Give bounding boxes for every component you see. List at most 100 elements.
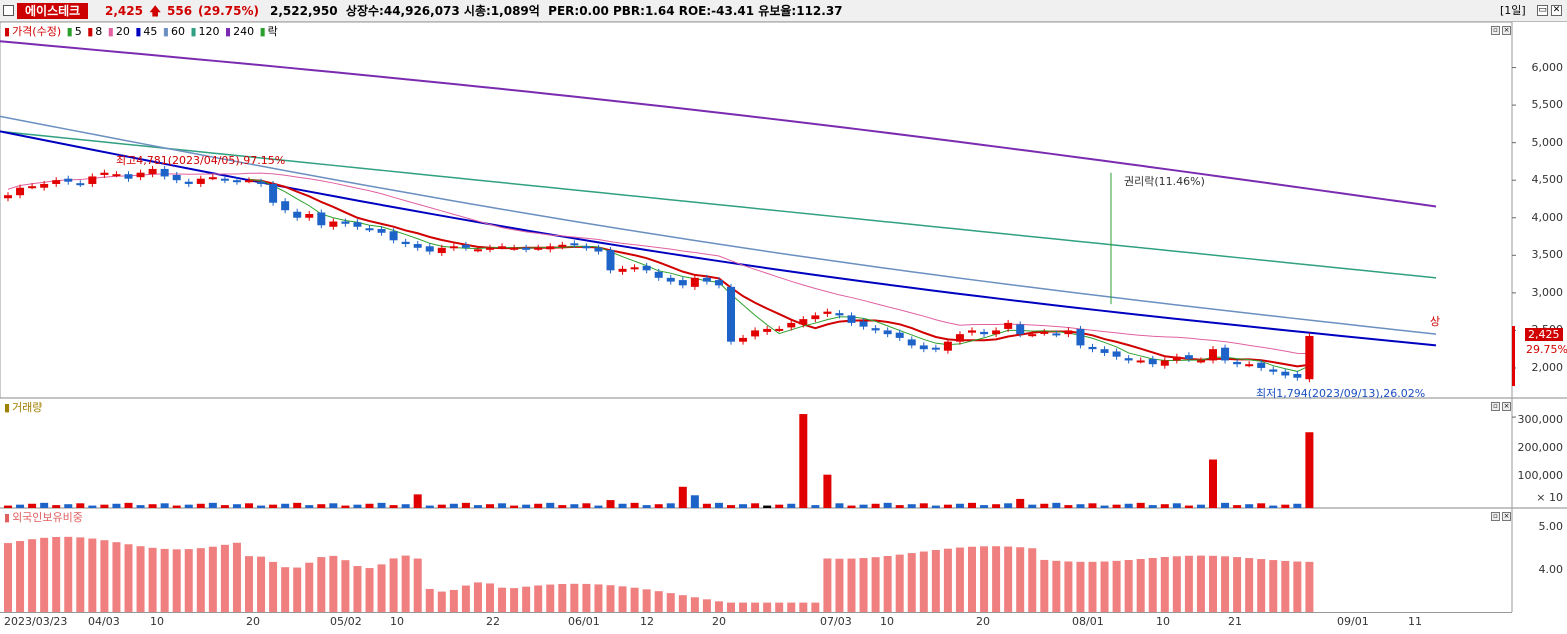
foreign-ratio-bar [1076, 561, 1085, 612]
foreign-ratio-bar [449, 589, 458, 612]
stock-name[interactable]: 에이스테크 [17, 3, 89, 19]
candle-body [353, 222, 362, 227]
foreign-ratio-bar [1136, 558, 1145, 612]
price-tick: 6,000 [1531, 60, 1564, 74]
candle-body [1028, 334, 1037, 337]
foreign-ratio-bar [52, 536, 61, 612]
x-tick-label: 05/02 [330, 615, 362, 628]
foreign-ratio-bar [40, 537, 49, 612]
candle-body [666, 277, 675, 282]
candle-body [1004, 322, 1013, 329]
volume-bar [1281, 504, 1290, 508]
volume-bar [64, 504, 73, 508]
volume-bar [642, 505, 651, 508]
period-label[interactable]: [1일] [1500, 4, 1526, 17]
volume-bar [943, 504, 952, 508]
foreign-ratio-bar [1064, 561, 1073, 612]
foreign-ratio-bar [883, 556, 892, 612]
vol-tick: 300,000 [1517, 413, 1564, 426]
volume-bar [1172, 503, 1181, 508]
volume-bar [1136, 502, 1145, 508]
candle-body [582, 246, 591, 249]
candle-body [1233, 361, 1242, 365]
candle-body [931, 347, 940, 350]
volume-bar [449, 503, 458, 508]
panel-close-icon[interactable]: × [1502, 512, 1511, 521]
price-badge: 2,425 [1525, 328, 1563, 341]
volume-bar [654, 504, 663, 508]
candle-body [425, 246, 434, 252]
foreign-ratio-bar [835, 558, 844, 612]
maximize-icon[interactable]: ▭ [1537, 5, 1548, 16]
panel-minimize-icon[interactable]: ▫ [1491, 402, 1500, 411]
foreign-ratio-bar [618, 586, 627, 612]
foreign-ratio-bar [1160, 557, 1169, 612]
foreign-ratio-bar [823, 558, 832, 612]
candle-body [1112, 351, 1121, 357]
foreign-ratio-bar [534, 585, 543, 612]
foreign-ratio-bar [799, 602, 808, 612]
volume-bar [208, 502, 217, 508]
candle-body [40, 183, 49, 188]
volume-bar [184, 504, 193, 508]
legend-ma45: 45 [143, 25, 158, 38]
price-legend: ▮ 가격(수정) ▮ 5 ▮ 8 ▮ 20 ▮ 45 ▮ 60 ▮ 120 ▮ 240 ▮ 락 [4, 25, 278, 38]
candle-body [1064, 330, 1073, 335]
foreign-ratio-bar [329, 555, 338, 612]
up-arrow-icon: 🡅 [149, 4, 162, 18]
volume-bar [534, 503, 543, 508]
vol-unit: × 10 [1536, 491, 1563, 504]
volume-bar [365, 503, 374, 508]
volume-bar [88, 505, 97, 508]
candle-body [486, 247, 494, 250]
foreign-ratio-bar [859, 558, 868, 612]
x-tick-label: 08/01 [1072, 615, 1104, 628]
candle-body [811, 315, 820, 320]
volume-bar [353, 504, 362, 508]
foreign-ratio-bar [630, 587, 639, 612]
foreign-ratio-bar [919, 551, 928, 612]
foreign-ratio-bar [208, 546, 217, 612]
candle-body [473, 249, 482, 252]
candle-body [955, 334, 964, 342]
foreign-tick: 4.00 [1538, 563, 1564, 576]
candle-body [1100, 349, 1109, 353]
candle-body [859, 321, 868, 327]
candle-body [160, 168, 169, 177]
foreign-ratio-bar [968, 546, 976, 612]
foreign-ratio-bar [727, 602, 735, 612]
x-tick-label: 10 [390, 615, 404, 628]
candle-body [630, 267, 639, 270]
close-icon[interactable]: ✕ [1551, 5, 1562, 16]
foreign-ratio-bar [1052, 560, 1061, 612]
foreign-ratio-bar [1004, 546, 1013, 612]
volume-bar [473, 505, 482, 508]
foreign-ratio-bar [245, 556, 253, 612]
foreign-ratio-bar [1233, 557, 1242, 612]
candle-body [823, 311, 832, 314]
ma45-line [0, 130, 1437, 347]
x-tick-label: 04/03 [88, 615, 120, 628]
price-change-pct: (29.75%) [198, 4, 259, 18]
volume-bar [895, 505, 904, 508]
panel-close-icon[interactable]: × [1502, 402, 1511, 411]
panel-close-icon[interactable]: × [1502, 26, 1511, 35]
last-candle [1305, 336, 1314, 378]
foreign-ratio-bar [1112, 560, 1121, 612]
foreign-ratio-bar [1209, 555, 1217, 612]
panel-minimize-icon[interactable]: ▫ [1491, 26, 1500, 35]
panel-minimize-icon[interactable]: ▫ [1491, 512, 1500, 521]
volume-bar [510, 505, 519, 508]
foreign-ratio-bar [690, 597, 699, 612]
ma60-line [0, 115, 1437, 335]
price-chart[interactable] [0, 22, 1567, 634]
volume-bar [1100, 505, 1109, 508]
foreign-ratio-bar [1245, 558, 1254, 612]
checkbox[interactable] [3, 5, 14, 16]
volume-bar [389, 505, 398, 508]
volume-bar [461, 502, 470, 508]
x-tick-label: 12 [640, 615, 654, 628]
candle-body [1196, 360, 1205, 363]
candle-body [763, 328, 772, 332]
foreign-ratio-bar [76, 537, 85, 612]
